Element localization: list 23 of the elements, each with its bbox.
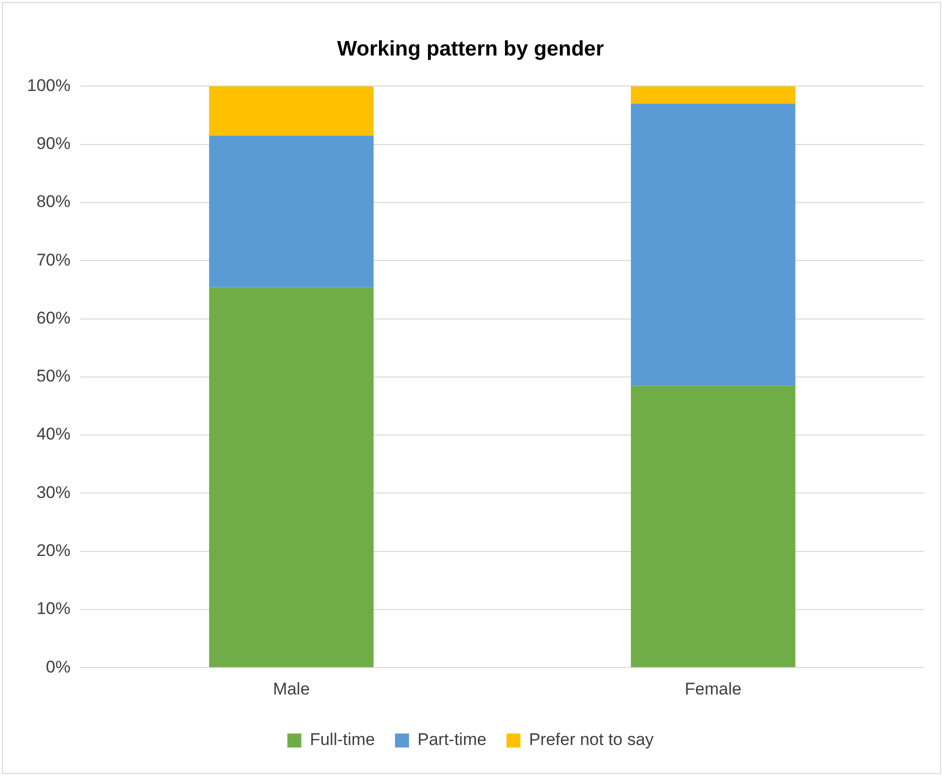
y-tick-label: 60%	[36, 308, 70, 328]
x-tick-label: Male	[272, 679, 310, 698]
y-tick-label: 10%	[36, 599, 70, 618]
chart-title: Working pattern by gender	[337, 37, 604, 60]
legend-label: Prefer not to say	[528, 730, 654, 750]
bar	[209, 287, 374, 668]
y-tick-label: 20%	[36, 541, 70, 560]
bar	[630, 386, 796, 668]
y-tick-label: 90%	[36, 134, 70, 154]
y-tick-label: 70%	[36, 250, 70, 270]
bar	[209, 86, 374, 136]
y-tick-label: 80%	[36, 192, 70, 212]
legend-label: Full-time	[310, 730, 375, 750]
y-tick-label: 100%	[26, 76, 70, 95]
y-tick-label: 0%	[46, 657, 70, 676]
y-tick-label: 50%	[36, 366, 70, 386]
y-tick-label: 40%	[36, 424, 70, 444]
bar	[630, 86, 796, 104]
x-tick-label: Female	[684, 679, 742, 698]
y-tick-label: 30%	[36, 482, 70, 502]
legend-label: Part-time	[417, 730, 486, 750]
bar	[209, 136, 374, 288]
bar	[630, 104, 796, 386]
